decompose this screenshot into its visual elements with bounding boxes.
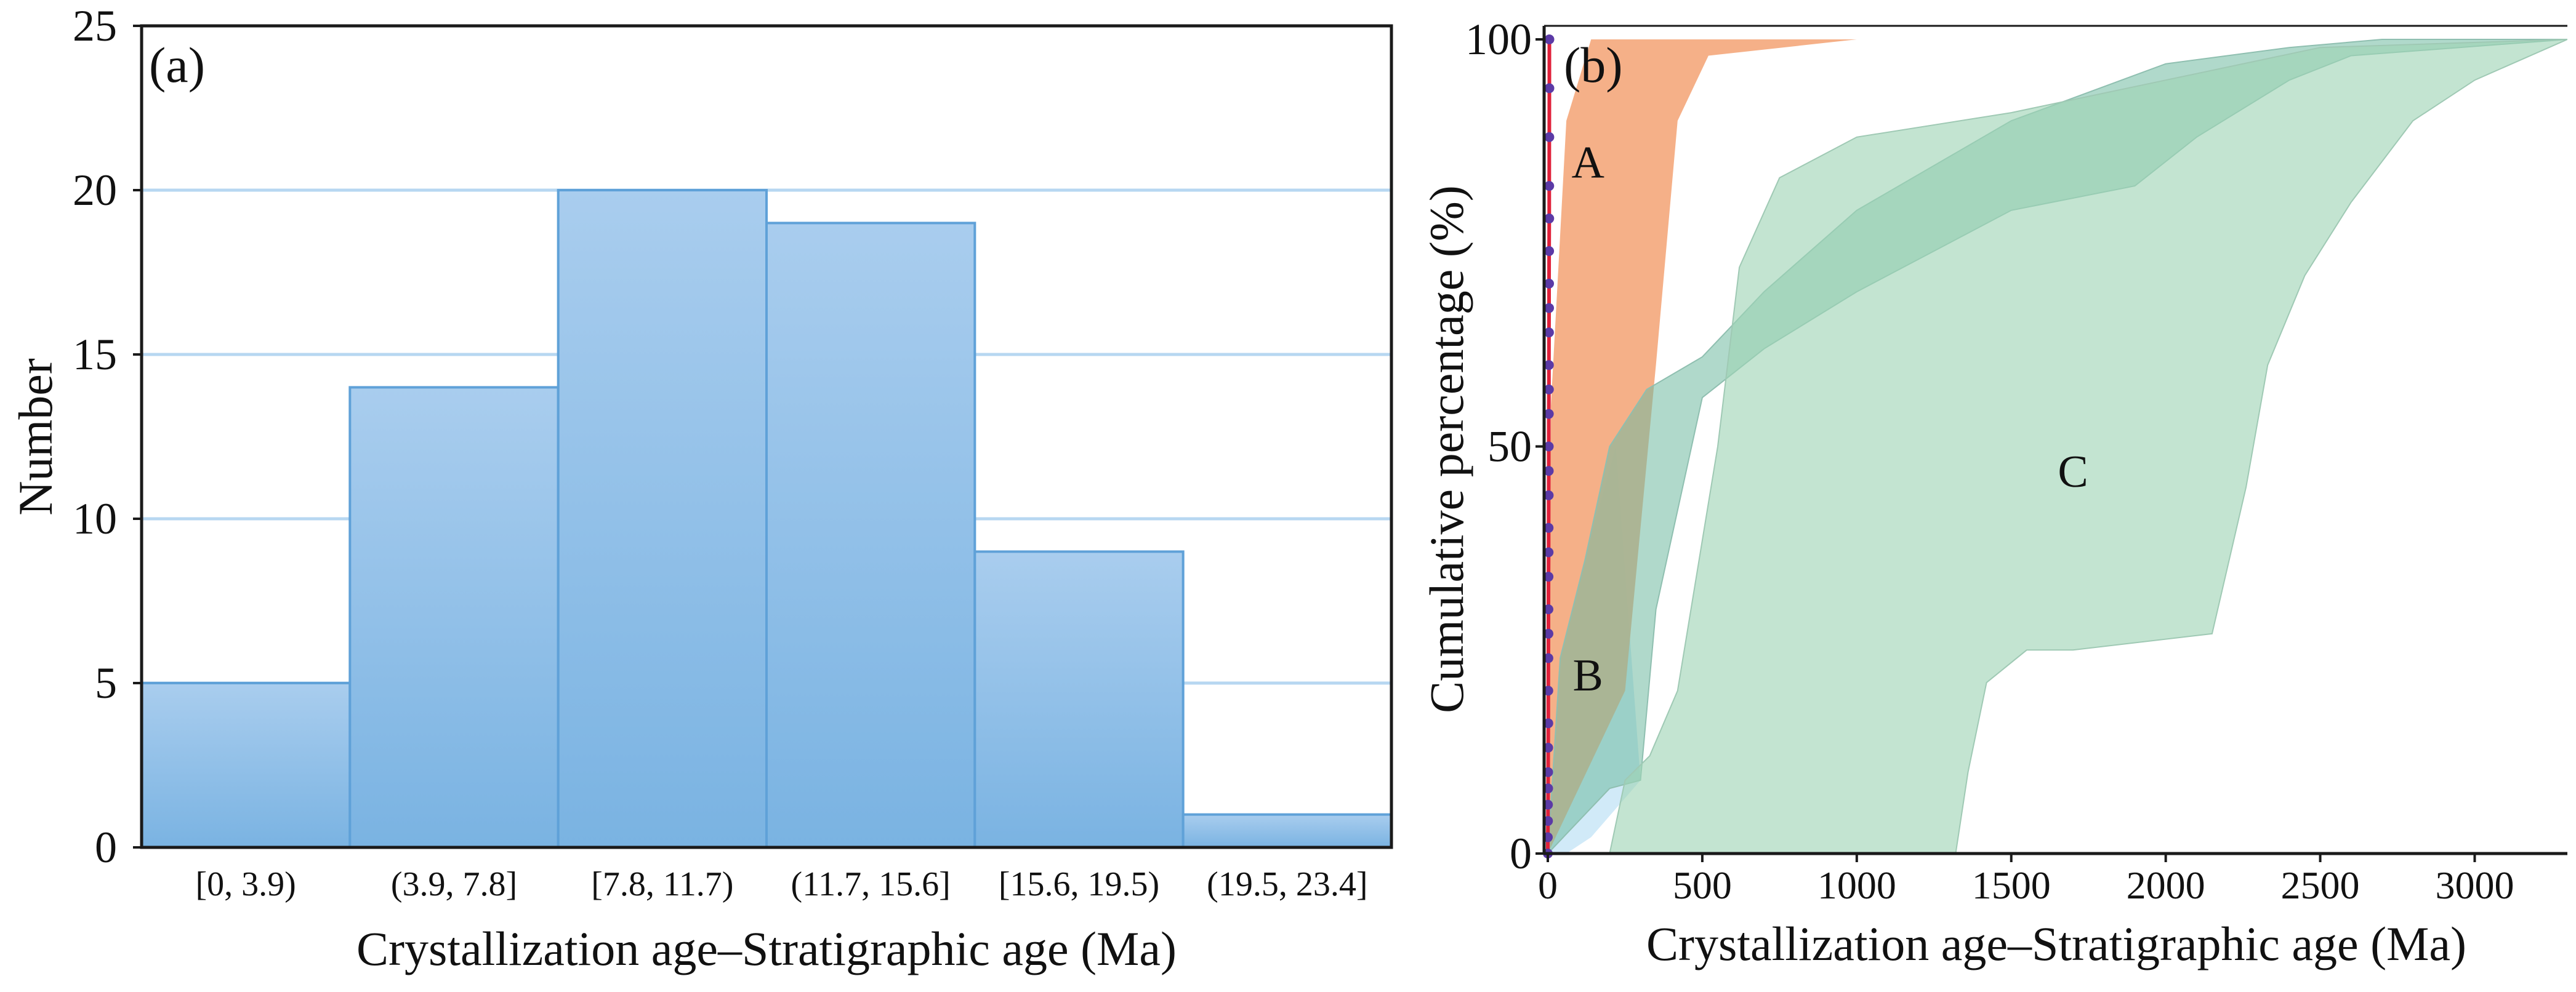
panel-b-x-tick-label: 500	[1673, 863, 1732, 907]
region-a-band	[1548, 39, 2567, 854]
panel-b-x-ticks: 0 500 1000 1500 2000 2500 3000	[1538, 854, 2514, 907]
region-c-band	[1609, 39, 2567, 854]
panel-a-x-tick-label: [15.6, 19.5)	[999, 865, 1159, 903]
cumulative-point	[1544, 604, 1554, 615]
cumulative-point	[1543, 686, 1553, 696]
panel-b-region-labels: A B C	[1572, 137, 2088, 700]
bar	[973, 550, 1185, 849]
panel-b-x-axis-label: Crystallization age–Stratigraphic age (M…	[1646, 917, 2466, 970]
panel-b-regions-clip	[1547, 39, 2567, 854]
panel-b-x-tick-label: 1500	[1972, 863, 2051, 907]
panel-b-cumulative-curve	[1543, 34, 1555, 858]
panel-b-y-tick-label: 0	[1510, 829, 1532, 878]
panel-a-y-tick-label: 15	[73, 330, 117, 379]
panel-b-x-tick-label: 2000	[2127, 863, 2205, 907]
panel-b-y-tick-label: 50	[1487, 422, 1532, 471]
panel-b-x-tick-label: 1000	[1817, 863, 1896, 907]
panel-b-x-tick-label: 0	[1538, 863, 1558, 907]
cumulative-point	[1544, 181, 1555, 191]
cumulative-point	[1544, 303, 1555, 313]
panel-a-x-tick-label: [7.8, 11.7)	[591, 865, 733, 903]
panel-a-y-tick-label: 5	[95, 658, 117, 708]
cumulative-point	[1544, 409, 1554, 419]
cumulative-point	[1544, 384, 1554, 394]
panel-a-x-tick-label: (3.9, 7.8]	[391, 865, 517, 903]
panel-a-label: (a)	[149, 37, 205, 93]
cumulative-point	[1544, 466, 1554, 476]
cumulative-point	[1544, 547, 1554, 558]
region-label-c: C	[2058, 447, 2088, 497]
panel-a-x-ticks: [0, 3.9) (3.9, 7.8] [7.8, 11.7) (11.7, 15.6…	[196, 865, 1368, 903]
cumulative-point	[1544, 132, 1555, 142]
panel-b-y-tick-label: 100	[1465, 15, 1532, 64]
panel-a-y-ticks: 0 5 10 15 20 25	[73, 1, 142, 872]
cumulative-point	[1544, 34, 1555, 44]
cumulative-point	[1544, 278, 1555, 289]
bar	[348, 386, 560, 849]
bar	[765, 222, 976, 849]
cumulative-point	[1544, 246, 1555, 256]
panel-a-y-tick-label: 10	[73, 494, 117, 543]
panel-a-y-tick-label: 20	[73, 166, 117, 215]
cumulative-point	[1544, 83, 1555, 94]
bar	[1181, 813, 1393, 849]
panel-b-y-axis-label: Cumulative percentage (%)	[1420, 185, 1473, 713]
panel-b-axes	[1542, 25, 2567, 855]
region-label-b: B	[1573, 650, 1603, 701]
panel-a-x-tick-label: (19.5, 23.4]	[1207, 865, 1367, 903]
cumulative-point	[1544, 572, 1554, 582]
cumulative-point	[1543, 783, 1553, 794]
cumulative-point	[1544, 360, 1554, 370]
bar	[140, 682, 352, 849]
panel-a: 0 5 10 15 20 25 [0, 3.9) (3.9, 7.8] [7.8, 11.7)…	[9, 1, 1393, 975]
panel-a-x-tick-label: (11.7, 15.6]	[791, 865, 951, 903]
panel-a-x-axis-label: Crystallization age–Stratigraphic age (M…	[356, 922, 1177, 975]
panel-b-x-tick-label: 3000	[2435, 863, 2514, 907]
bar	[557, 189, 768, 849]
cumulative-point	[1544, 490, 1554, 500]
panel-a-y-tick-label: 25	[73, 1, 117, 50]
cumulative-point	[1544, 628, 1554, 639]
panel-b-label: (b)	[1564, 37, 1623, 93]
region-label-a: A	[1572, 137, 1604, 188]
cumulative-point	[1543, 653, 1553, 663]
panel-b-x-tick-label: 2500	[2281, 863, 2360, 907]
cumulative-point	[1543, 743, 1553, 753]
cumulative-point	[1544, 214, 1555, 224]
cumulative-point	[1544, 441, 1554, 452]
panel-a-x-tick-label: [0, 3.9)	[196, 865, 296, 903]
cumulative-point	[1543, 718, 1553, 729]
cumulative-point	[1544, 522, 1554, 533]
cumulative-point	[1544, 327, 1554, 338]
panel-a-y-axis-label: Number	[9, 358, 62, 516]
panel-b-y-ticks: 0 50 100	[1465, 15, 1544, 878]
cumulative-point	[1543, 767, 1553, 777]
panel-a-y-tick-label: 0	[95, 823, 117, 872]
panel-a-frame	[140, 24, 1393, 849]
panel-a-bars	[140, 189, 1393, 849]
